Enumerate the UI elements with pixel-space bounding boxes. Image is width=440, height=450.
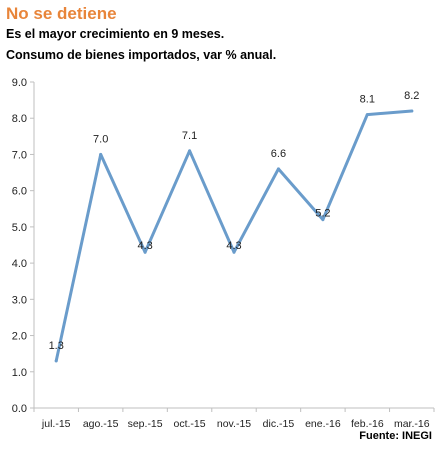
data-labels-group: 1.3 7.0 4.3 7.1 4.3 6.6 5.2 8.1 8.2 — [49, 90, 420, 352]
data-point — [410, 109, 414, 113]
data-point — [321, 218, 325, 222]
data-label: 7.0 — [93, 133, 108, 145]
x-tick-label: dic.-15 — [263, 418, 295, 430]
data-label: 4.3 — [226, 240, 241, 252]
y-axis-ticks: 0.0 1.0 2.0 3.0 4.0 5.0 6.0 7.0 8.0 9.0 — [12, 77, 34, 415]
data-label: 8.2 — [404, 90, 419, 102]
y-tick-label: 0.0 — [12, 403, 27, 415]
data-point — [143, 250, 147, 254]
data-label: 6.6 — [271, 148, 286, 160]
data-point — [276, 167, 280, 171]
x-tick-label: feb.-16 — [351, 418, 384, 430]
chart-subtitle-2: Consumo de bienes importados, var % anua… — [6, 48, 277, 62]
x-axis-ticks: jul.-15 ago.-15 sep.-15 oct.-15 nov.-15 dic.-… — [33, 408, 435, 430]
data-label: 4.3 — [137, 240, 152, 252]
data-label: 7.1 — [182, 130, 197, 142]
x-tick-label: ago.-15 — [83, 418, 119, 430]
y-tick-label: 9.0 — [12, 77, 27, 89]
data-label: 5.2 — [315, 208, 330, 220]
y-tick-label: 5.0 — [12, 222, 27, 234]
data-point — [188, 149, 192, 153]
data-point — [365, 113, 369, 117]
chart-subtitle-1: Es el mayor crecimiento en 9 meses. — [6, 27, 225, 41]
data-label: 8.1 — [360, 94, 375, 106]
data-point — [99, 152, 103, 156]
x-tick-label: mar.-16 — [394, 418, 430, 430]
series-group — [54, 109, 414, 363]
y-tick-label: 4.0 — [12, 258, 27, 270]
x-tick-label: ene.-16 — [305, 418, 341, 430]
data-point — [232, 250, 236, 254]
source-note: Fuente: INEGI — [359, 430, 432, 442]
x-tick-label: oct.-15 — [174, 418, 206, 430]
y-tick-label: 3.0 — [12, 294, 27, 306]
data-label: 1.3 — [49, 340, 64, 352]
x-tick-label: nov.-15 — [217, 418, 251, 430]
y-tick-label: 2.0 — [12, 331, 27, 343]
y-tick-label: 8.0 — [12, 113, 27, 125]
y-tick-label: 6.0 — [12, 186, 27, 198]
chart-axes — [33, 82, 434, 409]
chart-title: No se detiene — [6, 4, 117, 23]
data-point — [54, 359, 58, 363]
y-tick-label: 7.0 — [12, 149, 27, 161]
y-tick-label: 1.0 — [12, 367, 27, 379]
x-tick-label: jul.-15 — [41, 418, 71, 430]
series-line — [54, 109, 414, 363]
x-tick-label: sep.-15 — [128, 418, 163, 430]
